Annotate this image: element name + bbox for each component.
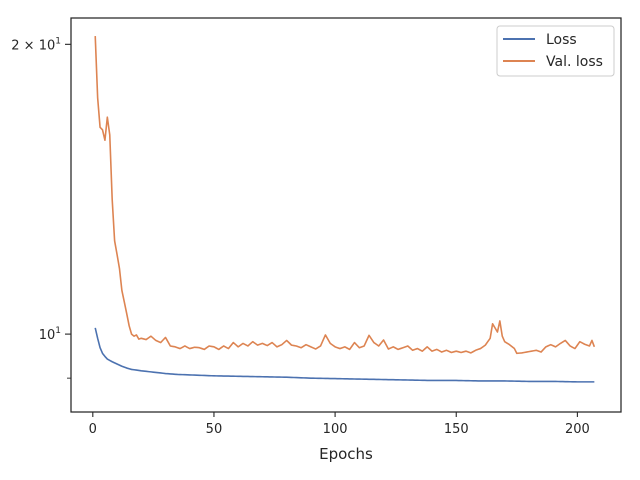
series-layer [94,36,596,383]
plot-area [71,18,621,412]
x-axis-label: Epochs [319,445,373,463]
x-tick-label: 50 [206,422,223,437]
x-axis-ticks: 0 50 100 150 200 [89,412,590,437]
x-tick-label: 100 [323,422,348,437]
x-tick-label: 150 [444,422,469,437]
y-tick-label: 2 × 101 [11,36,61,53]
series-line-val-loss [94,36,596,355]
legend-label-loss: Loss [546,32,577,48]
plot-frame [70,17,622,413]
series-line-loss [94,327,595,383]
x-tick-label: 200 [565,422,590,437]
x-tick-label: 0 [89,422,97,437]
legend: Loss Val. loss [496,25,615,77]
legend-label-val-loss: Val. loss [546,54,603,70]
